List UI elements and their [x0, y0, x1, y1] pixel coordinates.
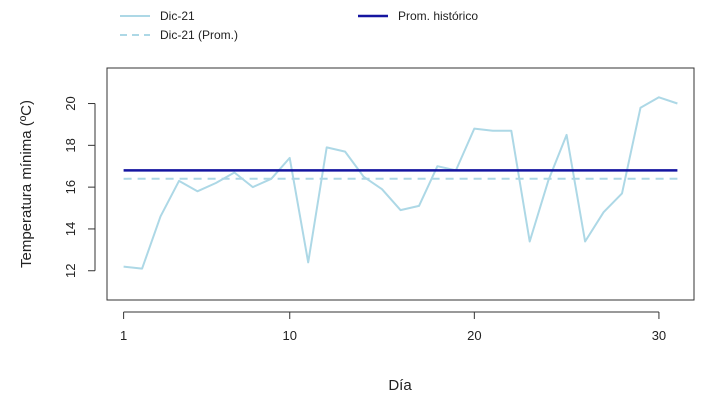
- legend-label-3: Prom. histórico: [398, 9, 478, 23]
- x-axis-title: Día: [388, 377, 412, 394]
- legend-label-1: Dic-21: [160, 9, 195, 23]
- x-axis: 1 10 20 30: [120, 311, 666, 343]
- plot-frame: [106, 67, 695, 301]
- y-axis: 12 14 16 18 20: [63, 96, 96, 278]
- y-tick-label: 14: [63, 222, 78, 236]
- y-tick-label: 16: [63, 180, 78, 194]
- x-tick-label: 1: [120, 328, 127, 343]
- y-axis-title: Temperatura mínima (ºC): [18, 100, 35, 268]
- x-tick-label: 30: [652, 328, 666, 343]
- legend: Dic-21 Dic-21 (Prom.) Prom. histórico: [120, 9, 478, 42]
- series-line-1: [123, 96, 678, 270]
- x-tick-label: 20: [467, 328, 481, 343]
- legend-label-2: Dic-21 (Prom.): [160, 28, 238, 42]
- y-tick-label: 20: [63, 96, 78, 110]
- x-tick-label: 10: [283, 328, 297, 343]
- y-tick-label: 18: [63, 138, 78, 152]
- y-tick-label: 12: [63, 264, 78, 278]
- series-layer: [123, 96, 678, 270]
